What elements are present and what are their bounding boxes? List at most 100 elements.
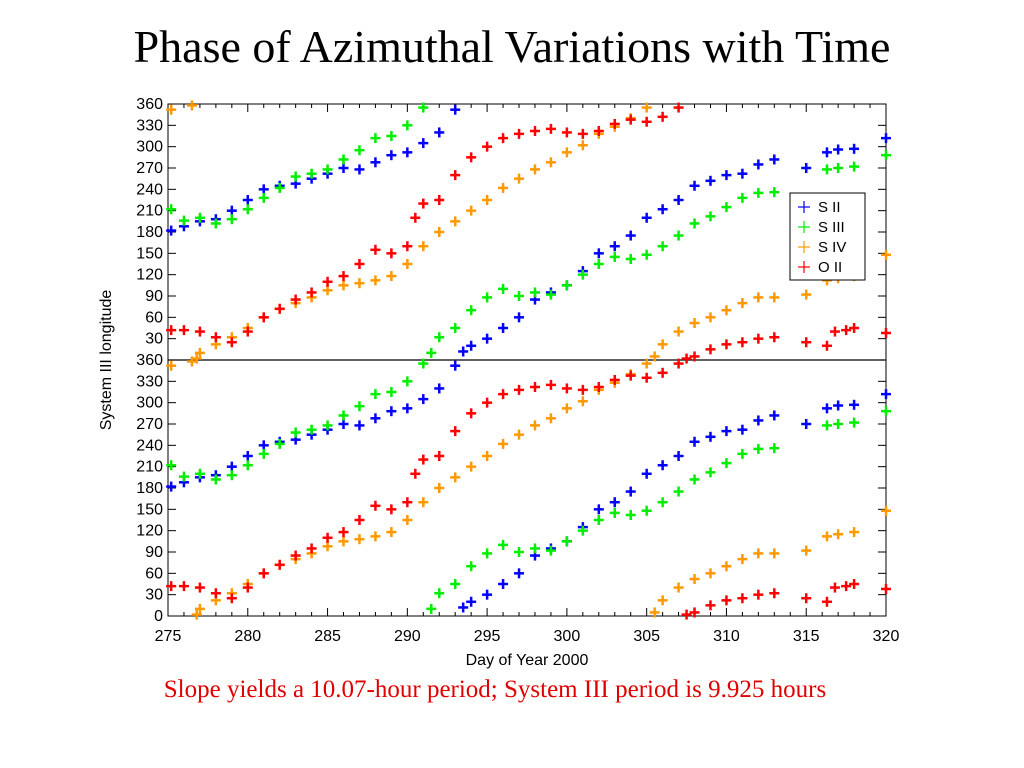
point-o-ii (178, 581, 189, 592)
point-s-ii (849, 143, 860, 154)
point-o-ii (258, 312, 269, 323)
y-tick-label: 90 (145, 544, 163, 561)
point-o-ii (338, 527, 349, 538)
point-o-ii (721, 339, 732, 350)
point-o-ii (849, 579, 860, 589)
point-s-ii (833, 144, 844, 155)
point-s-ii (370, 157, 381, 168)
point-s-ii (466, 596, 477, 607)
point-o-ii (242, 326, 253, 337)
point-s-ii (801, 163, 812, 173)
point-s-iv (673, 326, 684, 337)
point-s-iii (593, 515, 604, 525)
point-s-ii (849, 399, 860, 410)
point-o-ii (577, 128, 588, 139)
x-tick-label: 320 (873, 628, 900, 645)
point-o-ii (434, 451, 445, 461)
point-o-ii (829, 582, 840, 593)
point-s-iii (821, 420, 832, 431)
point-s-ii (721, 426, 732, 437)
point-s-ii (705, 431, 716, 442)
point-s-iv (737, 298, 748, 309)
point-o-ii (769, 332, 780, 343)
x-tick-label: 305 (633, 628, 660, 645)
point-s-ii (514, 568, 525, 579)
point-s-iii (178, 471, 189, 482)
point-s-iv (529, 420, 540, 431)
point-s-iv (450, 472, 461, 483)
y-tick-label: 180 (136, 224, 163, 241)
point-o-ii (609, 118, 620, 129)
point-s-iii (625, 510, 636, 521)
point-s-iii (210, 474, 221, 485)
point-o-ii (705, 600, 716, 611)
point-o-ii (545, 123, 556, 134)
point-s-ii (498, 579, 509, 589)
point-s-iii (226, 214, 237, 225)
point-o-ii (258, 568, 269, 579)
point-s-iii (338, 410, 349, 421)
point-o-ii (673, 358, 684, 369)
point-s-iv (753, 292, 764, 303)
point-o-ii (705, 344, 716, 355)
point-o-ii (306, 543, 317, 554)
point-s-ii (641, 468, 652, 479)
point-s-iii (354, 145, 365, 156)
point-o-ii (498, 389, 509, 400)
point-o-ii (434, 195, 445, 205)
point-s-ii (450, 104, 461, 115)
point-s-ii (258, 440, 269, 451)
point-o-ii (561, 127, 572, 138)
point-s-iv (769, 548, 780, 559)
y-tick-label: 0 (154, 608, 163, 625)
point-s-iv (402, 515, 413, 525)
point-s-iv (386, 271, 397, 282)
point-s-iv (402, 259, 413, 269)
point-s-iii (689, 474, 700, 485)
point-s-iii (434, 332, 445, 343)
point-o-ii (821, 340, 832, 351)
point-s-ii (370, 413, 381, 424)
point-s-iv (338, 280, 349, 291)
legend-entry: S II (798, 199, 841, 216)
point-s-iii (290, 427, 301, 438)
point-o-ii (609, 374, 620, 385)
point-s-iv (545, 413, 556, 424)
point-s-iii (166, 204, 177, 215)
point-s-ii (514, 312, 525, 323)
point-s-iii (274, 182, 285, 193)
point-s-iv (705, 312, 716, 323)
point-o-ii (402, 497, 413, 508)
point-s-iii (833, 163, 844, 173)
point-s-iii (322, 164, 333, 175)
point-s-iv (641, 358, 652, 369)
point-o-ii (593, 126, 604, 137)
point-s-iii (466, 561, 477, 572)
point-o-ii (354, 259, 365, 269)
point-o-ii (673, 102, 684, 113)
point-s-ii (498, 323, 509, 333)
point-o-ii (166, 581, 177, 592)
point-s-ii (721, 170, 732, 181)
point-s-iii (641, 505, 652, 516)
point-s-iii (290, 171, 301, 182)
legend-label: S III (818, 219, 845, 236)
point-o-ii (689, 351, 700, 362)
point-o-ii (370, 244, 381, 255)
point-s-iv (482, 451, 493, 461)
point-o-ii (881, 583, 891, 594)
point-s-iv (561, 147, 572, 158)
x-tick-label: 290 (394, 628, 421, 645)
point-o-ii (841, 581, 852, 592)
point-o-ii (226, 337, 237, 348)
y-tick-label: 150 (136, 501, 163, 518)
point-s-iii (609, 251, 620, 262)
y-tick-label: 180 (136, 480, 163, 497)
legend-label: O II (818, 259, 842, 276)
legend-label: S II (818, 199, 841, 216)
point-s-iv (833, 529, 844, 540)
point-s-iv (649, 607, 660, 618)
point-s-iv (721, 561, 732, 572)
y-tick-label: 60 (145, 565, 163, 582)
